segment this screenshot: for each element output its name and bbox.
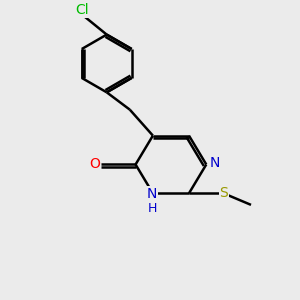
Text: H: H	[148, 202, 157, 215]
Text: N: N	[209, 156, 220, 170]
Text: N: N	[147, 187, 158, 201]
Text: Cl: Cl	[75, 3, 89, 17]
Text: S: S	[219, 186, 228, 200]
Text: O: O	[89, 158, 100, 172]
